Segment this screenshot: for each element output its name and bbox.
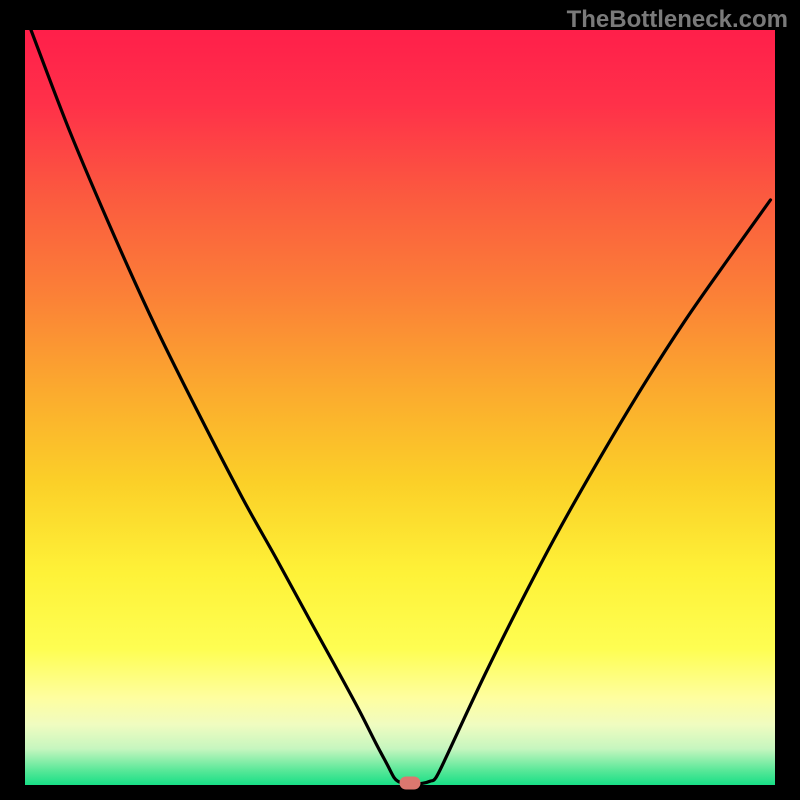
plot-svg bbox=[25, 30, 775, 785]
plot-area bbox=[25, 30, 775, 785]
chart-frame: TheBottleneck.com bbox=[0, 0, 800, 800]
optimum-marker bbox=[399, 777, 420, 790]
gradient-background bbox=[25, 30, 775, 785]
